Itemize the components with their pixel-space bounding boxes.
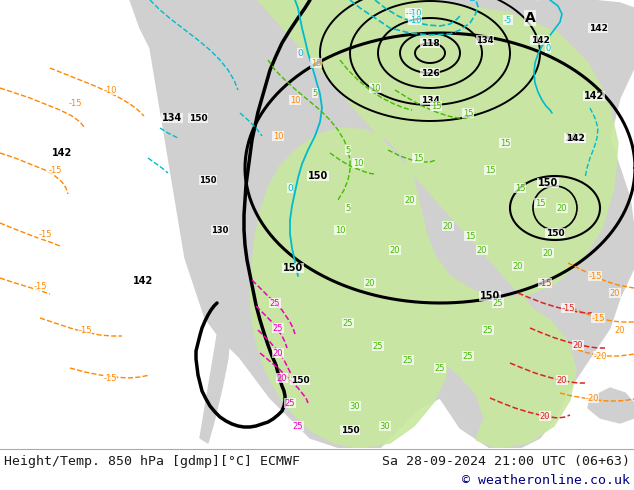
Text: 25: 25 <box>285 398 295 408</box>
Text: 150: 150 <box>290 375 309 385</box>
Text: 20: 20 <box>390 245 400 254</box>
Text: 15: 15 <box>465 231 476 241</box>
Text: 134: 134 <box>162 113 182 123</box>
Text: 20: 20 <box>477 245 488 254</box>
Text: 20: 20 <box>573 341 583 349</box>
Text: 142: 142 <box>531 35 550 45</box>
Polygon shape <box>130 0 634 448</box>
Text: 20: 20 <box>615 325 625 335</box>
Text: 30: 30 <box>350 401 360 411</box>
Text: Sa 28-09-2024 21:00 UTC (06+63): Sa 28-09-2024 21:00 UTC (06+63) <box>382 455 630 468</box>
Text: -15: -15 <box>38 229 52 239</box>
Text: 25: 25 <box>269 298 280 308</box>
Text: 15: 15 <box>413 153 424 163</box>
Text: 10: 10 <box>335 225 346 235</box>
Text: 15: 15 <box>463 108 473 118</box>
Text: 0: 0 <box>287 183 293 193</box>
Text: 15: 15 <box>515 183 525 193</box>
Polygon shape <box>250 0 618 448</box>
Text: 118: 118 <box>420 39 439 48</box>
Text: -5: -5 <box>406 8 415 18</box>
Text: 150: 150 <box>199 175 217 185</box>
Text: -15: -15 <box>592 314 605 322</box>
Text: 25: 25 <box>435 364 445 372</box>
Text: 20: 20 <box>557 203 567 213</box>
Text: -15: -15 <box>538 278 552 288</box>
Text: 126: 126 <box>420 69 439 77</box>
Text: -20: -20 <box>585 393 598 402</box>
Text: 142: 142 <box>588 24 607 32</box>
Text: 130: 130 <box>211 225 229 235</box>
Text: -15: -15 <box>68 98 82 107</box>
Text: -10: -10 <box>408 16 422 24</box>
Text: 20: 20 <box>273 348 283 358</box>
Polygon shape <box>600 50 620 63</box>
Text: -15: -15 <box>561 303 575 313</box>
Text: 142: 142 <box>52 148 72 158</box>
Text: 20: 20 <box>513 262 523 270</box>
Text: 0: 0 <box>545 44 550 52</box>
Text: 20: 20 <box>365 278 375 288</box>
Text: 10: 10 <box>353 158 363 168</box>
Text: 15: 15 <box>311 58 321 68</box>
Text: A: A <box>524 11 535 25</box>
Text: 15: 15 <box>500 139 510 147</box>
Text: -15: -15 <box>33 281 47 291</box>
Text: -5: -5 <box>504 16 512 24</box>
Polygon shape <box>588 388 634 423</box>
Text: 5: 5 <box>346 203 351 213</box>
Text: Height/Temp. 850 hPa [gdmp][°C] ECMWF: Height/Temp. 850 hPa [gdmp][°C] ECMWF <box>4 455 300 468</box>
Text: 142: 142 <box>584 91 604 101</box>
Text: 134: 134 <box>476 35 494 45</box>
Text: 20: 20 <box>277 373 287 383</box>
Text: 25: 25 <box>482 325 493 335</box>
Text: 5: 5 <box>313 89 318 98</box>
Text: 20: 20 <box>543 248 553 258</box>
Text: -20: -20 <box>593 351 607 361</box>
Text: 10: 10 <box>290 96 301 104</box>
Text: 134: 134 <box>420 96 439 104</box>
Text: -15: -15 <box>103 373 117 383</box>
Text: 10: 10 <box>370 83 380 93</box>
Text: 25: 25 <box>373 342 383 350</box>
Text: -10: -10 <box>408 8 422 18</box>
Text: 15: 15 <box>534 198 545 207</box>
Text: 25: 25 <box>493 298 503 308</box>
Polygon shape <box>540 0 634 53</box>
Text: 25: 25 <box>343 318 353 327</box>
Text: 25: 25 <box>293 421 303 431</box>
Text: 150: 150 <box>283 263 303 273</box>
Text: 142: 142 <box>565 133 585 143</box>
Text: -15: -15 <box>78 325 92 335</box>
Text: -10: -10 <box>103 85 117 95</box>
Text: 20: 20 <box>557 375 567 385</box>
Text: 20: 20 <box>610 289 620 297</box>
Text: 25: 25 <box>463 351 473 361</box>
Text: -15: -15 <box>48 166 61 174</box>
Text: © weatheronline.co.uk: © weatheronline.co.uk <box>462 474 630 487</box>
Text: 150: 150 <box>308 171 328 181</box>
Text: 10: 10 <box>273 131 283 141</box>
Text: 150: 150 <box>480 291 500 301</box>
Text: 20: 20 <box>404 196 415 204</box>
Text: 150: 150 <box>189 114 207 122</box>
Text: 150: 150 <box>546 228 564 238</box>
Text: 25: 25 <box>403 356 413 365</box>
Text: 5: 5 <box>346 146 351 154</box>
Text: 150: 150 <box>538 178 558 188</box>
Text: 20: 20 <box>540 412 550 420</box>
Text: 20: 20 <box>443 221 453 230</box>
Text: 142: 142 <box>566 133 585 143</box>
Text: -15: -15 <box>588 271 602 280</box>
Polygon shape <box>200 318 230 443</box>
Text: 30: 30 <box>380 421 391 431</box>
Text: 15: 15 <box>430 101 441 111</box>
Text: 25: 25 <box>273 323 283 333</box>
Text: 0: 0 <box>297 49 303 57</box>
Text: 15: 15 <box>485 166 495 174</box>
Text: 142: 142 <box>133 276 153 286</box>
Text: 150: 150 <box>340 425 359 435</box>
